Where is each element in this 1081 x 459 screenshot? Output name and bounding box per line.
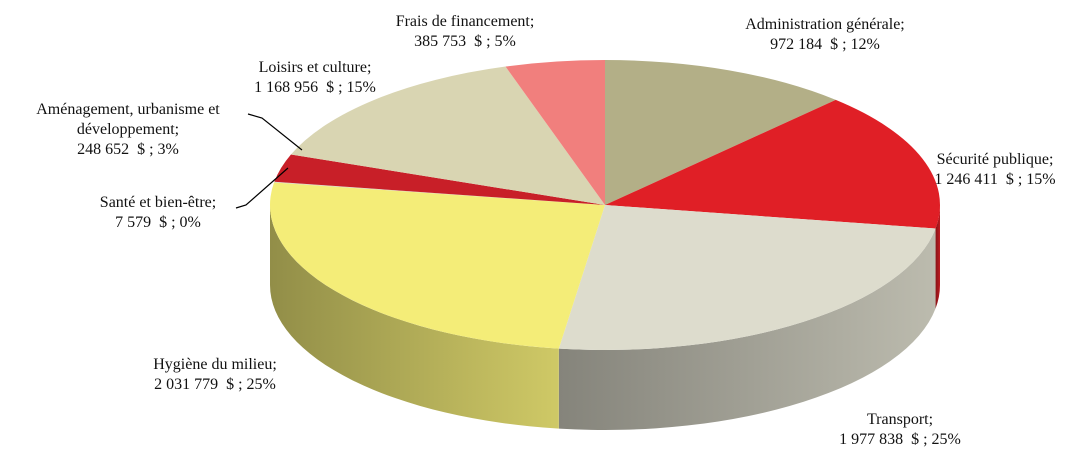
slice-label: Transport; 1 977 838 $ ; 25% [800, 410, 1000, 450]
slice [558, 205, 936, 350]
category-label: Hygiène du milieu; [153, 356, 277, 373]
slice-label: Aménagement, urbanisme et développement;… [3, 100, 253, 160]
slice-label: Santé et bien-être; 7 579 $ ; 0% [58, 193, 258, 233]
slice [270, 182, 605, 349]
slice-label: Hygiène du milieu; 2 031 779 $ ; 25% [105, 355, 325, 395]
slice [605, 60, 836, 205]
leader-line [247, 113, 303, 151]
slice-label: Loisirs et culture; 1 168 956 $ ; 15% [205, 58, 425, 98]
slice-label: Frais de financement; 385 753 $ ; 5% [355, 12, 575, 52]
slice-side [935, 205, 940, 309]
slice [274, 154, 605, 205]
slice-side [558, 228, 936, 430]
slice-label: Administration générale; 972 184 $ ; 12% [675, 15, 975, 55]
leader-line [235, 167, 289, 209]
slice [274, 181, 605, 205]
slice [505, 60, 605, 205]
category-label: Transport; [866, 411, 934, 428]
value-label: 1 977 838 $ ; 25% [839, 431, 961, 448]
slice [290, 66, 605, 205]
value-label: 2 031 779 $ ; 25% [154, 376, 276, 393]
value-label: 385 753 $ ; 5% [414, 33, 516, 50]
value-label: 248 652 $ ; 3% [77, 141, 179, 158]
slice-label: Sécurité publique; 1 246 411 $ ; 15% [895, 150, 1081, 190]
category-label: Sécurité publique; [936, 151, 1054, 168]
value-label: 1 168 956 $ ; 15% [254, 79, 376, 96]
category-label: Santé et bien-être; [99, 194, 217, 211]
slice [605, 99, 941, 229]
value-label: 1 246 411 $ ; 15% [934, 171, 1056, 188]
value-label: 7 579 $ ; 0% [115, 214, 201, 231]
category-label: Loisirs et culture; [258, 59, 372, 76]
slice-side [270, 205, 559, 429]
value-label: 972 184 $ ; 12% [770, 36, 880, 53]
category-label: Aménagement, urbanisme et développement; [36, 101, 220, 138]
category-label: Frais de financement; [395, 13, 535, 30]
category-label: Administration générale; [745, 16, 905, 33]
